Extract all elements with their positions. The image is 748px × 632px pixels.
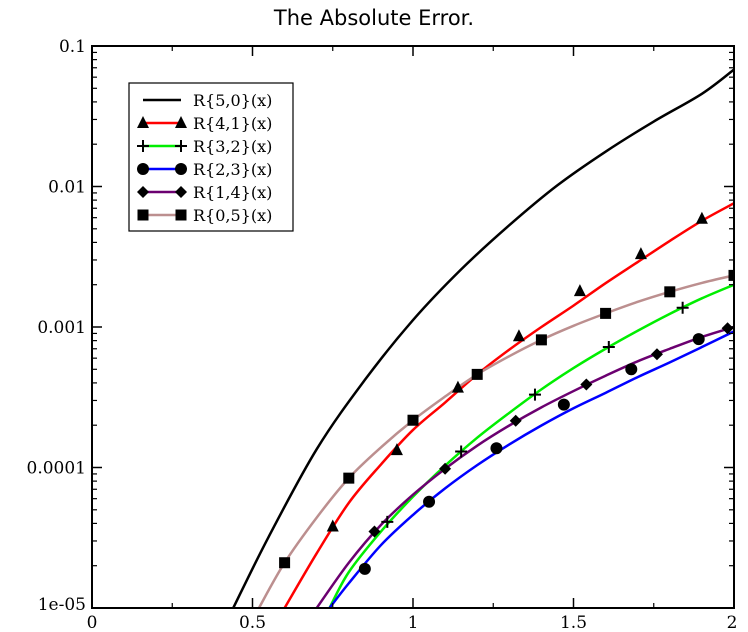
legend-marker-start-5 (137, 209, 149, 221)
legend-label-5: R{0,5}(x) (193, 206, 272, 225)
y-tick-label: 0.0001 (27, 459, 86, 479)
x-tick-label: 0.5 (239, 613, 266, 632)
series-5-point-3 (471, 368, 483, 380)
legend-label-3: R{2,3}(x) (193, 160, 272, 179)
series-5-point-6 (664, 286, 676, 298)
series-2-point-0 (381, 515, 394, 528)
legend-marker-end-1 (175, 116, 187, 128)
legend-marker-start-2 (137, 140, 149, 152)
series-2-point-4 (676, 301, 689, 314)
series-5-point-5 (600, 307, 612, 319)
series-2-point-3 (602, 341, 615, 354)
series-5-point-1 (343, 472, 355, 484)
series-3-point-5 (692, 333, 705, 346)
series-3-point-3 (557, 398, 570, 411)
series-4-point-2 (509, 414, 522, 427)
series-4-point-3 (580, 378, 593, 391)
legend-label-2: R{3,2}(x) (193, 137, 272, 156)
series-1-point-0 (326, 519, 339, 532)
x-tick-label: 1 (408, 613, 419, 632)
series-4-point-4 (650, 348, 663, 361)
series-5-point-0 (279, 557, 291, 569)
series-5-point-4 (535, 334, 547, 346)
series-4-point-5 (721, 322, 734, 335)
series-line-2 (328, 283, 734, 608)
series-line-1 (283, 202, 734, 608)
x-tick-label: 0 (87, 613, 98, 632)
legend-marker-start-1 (137, 116, 149, 128)
series-3-point-2 (490, 442, 503, 455)
series-5-point-2 (407, 414, 419, 426)
legend-marker-end-2 (175, 140, 187, 152)
legend-box (128, 82, 294, 232)
y-tick-label: 0.001 (37, 318, 86, 338)
legend-marker-end-3 (175, 163, 187, 175)
legend-label-1: R{4,1}(x) (193, 114, 272, 133)
series-line-3 (328, 330, 734, 608)
x-tick-label: 1.5 (560, 613, 587, 632)
series-2-point-2 (528, 388, 541, 401)
series-2-point-1 (455, 445, 468, 458)
x-tick-label: 2 (727, 613, 738, 632)
chart-title: The Absolute Error. (273, 6, 475, 30)
series-line-5 (257, 274, 734, 608)
legend-label-4: R{1,4}(x) (193, 183, 272, 202)
series-1-point-1 (390, 443, 403, 456)
y-tick-label: 1e-05 (38, 595, 86, 615)
series-1-point-4 (573, 284, 586, 297)
y-tick-label: 0.01 (48, 178, 86, 198)
legend-marker-end-4 (175, 186, 187, 198)
series-1-point-3 (512, 329, 525, 342)
series-3-point-0 (358, 562, 371, 575)
legend-label-0: R{5,0}(x) (193, 91, 272, 110)
legend-marker-end-5 (175, 209, 187, 221)
series-4-point-1 (439, 462, 452, 475)
legend-marker-start-3 (137, 163, 149, 175)
series-1-point-6 (695, 211, 708, 224)
series-1-point-2 (451, 380, 464, 393)
series-line-0 (232, 68, 734, 608)
series-3-point-1 (423, 495, 436, 508)
series-1-point-5 (634, 247, 647, 260)
legend-marker-start-4 (137, 186, 149, 198)
series-4-point-0 (368, 525, 381, 538)
series-5-point-7 (728, 269, 734, 281)
y-tick-label: 0.1 (59, 37, 86, 57)
series-3-point-4 (625, 363, 638, 376)
